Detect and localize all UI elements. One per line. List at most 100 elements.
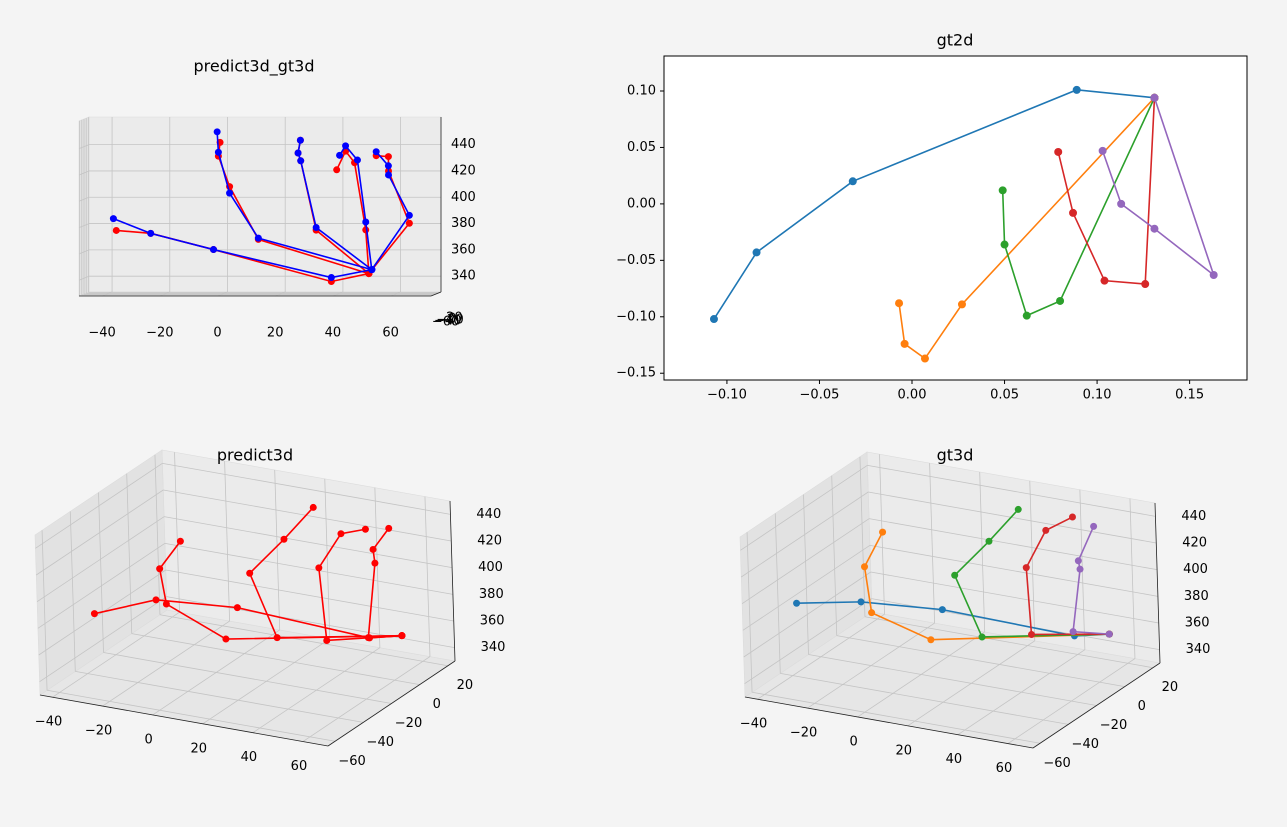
y-tick-label: 0 <box>1138 699 1146 714</box>
z-tick-label: 360 <box>1185 616 1210 631</box>
grid-line <box>859 456 866 617</box>
point <box>384 162 392 170</box>
z-tick-label: 360 <box>451 242 476 257</box>
point <box>176 537 184 545</box>
x-tick-label: −40 <box>35 715 62 730</box>
x-tick-label: 40 <box>946 752 963 767</box>
grid-line <box>78 196 90 202</box>
point <box>998 186 1007 195</box>
grid-line <box>164 542 453 595</box>
z-tick-label: 420 <box>477 534 502 549</box>
point <box>385 171 393 179</box>
x-tick-label: −40 <box>740 717 767 732</box>
grid-line <box>78 144 90 150</box>
point <box>709 315 718 324</box>
grid-line <box>224 461 231 622</box>
grid-line <box>831 475 838 636</box>
x-tick-label: 0 <box>213 326 221 341</box>
grid-line <box>869 518 1158 571</box>
x-tick-label: 20 <box>191 741 208 756</box>
x-tick-label: 0.15 <box>1175 388 1204 403</box>
y-tick-label: −0.15 <box>616 366 656 381</box>
x-tick-label: −20 <box>146 326 173 341</box>
point <box>405 219 413 227</box>
axis-line <box>327 660 456 747</box>
point <box>1098 146 1107 155</box>
y-tick-label: −60 <box>432 314 459 329</box>
y-tick-label: −20 <box>436 313 463 328</box>
point <box>1150 93 1159 102</box>
grid-line <box>159 614 449 667</box>
grid-line <box>744 598 872 684</box>
point <box>372 148 380 156</box>
point <box>1022 311 1031 320</box>
point <box>857 598 865 606</box>
grid-line <box>131 633 420 686</box>
point <box>112 226 120 234</box>
point <box>398 632 406 640</box>
grid-line <box>780 672 1069 725</box>
grid-line <box>1129 498 1136 659</box>
x-tick-label: −20 <box>790 726 817 741</box>
grid-line <box>868 491 1157 544</box>
point <box>1042 526 1050 534</box>
point <box>90 610 98 618</box>
x-tick-label: −0.10 <box>707 388 747 403</box>
chart-title: predict3d_gt3d <box>194 57 315 77</box>
grid-line <box>836 635 1125 688</box>
grid-line <box>78 275 90 281</box>
point <box>1105 630 1113 638</box>
y-tick-label: −20 <box>1100 718 1127 733</box>
z-tick-label: 440 <box>1181 509 1206 524</box>
grid-line <box>154 454 161 615</box>
point <box>752 248 761 257</box>
grid-line <box>741 518 870 604</box>
grid-line <box>163 489 452 542</box>
y-tick-label: 0 <box>448 312 456 327</box>
point <box>210 246 218 254</box>
axis-line <box>39 694 329 747</box>
y-tick-label: −60 <box>338 754 365 769</box>
grid-line <box>78 223 90 228</box>
x-tick-label: −40 <box>88 326 115 341</box>
grid-line <box>41 530 48 691</box>
point <box>315 564 323 572</box>
point <box>312 224 320 232</box>
point <box>938 606 946 614</box>
grid-line <box>803 494 809 655</box>
point <box>222 635 230 643</box>
grid-line <box>165 569 454 622</box>
point <box>985 537 993 545</box>
point <box>296 136 304 144</box>
axis-line <box>430 291 442 297</box>
grid-line <box>164 516 453 569</box>
axis-line <box>744 696 1034 749</box>
grid-line <box>75 670 364 723</box>
back-pane <box>88 116 442 293</box>
point <box>214 148 222 156</box>
point <box>895 299 904 308</box>
point <box>927 636 935 644</box>
point <box>353 156 361 164</box>
z-tick-label: 440 <box>476 507 501 522</box>
grid-line <box>162 462 451 515</box>
grid-line <box>751 691 1041 744</box>
grid-line <box>36 489 164 576</box>
point <box>1117 199 1126 208</box>
grid-line <box>979 471 986 632</box>
point <box>1072 85 1081 94</box>
grid-line <box>174 452 180 613</box>
z-tick-label: 400 <box>451 190 476 205</box>
z-tick-label: 420 <box>1182 536 1207 551</box>
grid-line <box>126 473 133 634</box>
grid-line <box>740 465 868 551</box>
point <box>1014 505 1022 513</box>
point <box>327 274 335 282</box>
grid-line <box>864 616 1154 669</box>
axis-line <box>449 500 456 662</box>
grid-line <box>929 463 936 624</box>
grid-line <box>69 511 76 672</box>
x-tick-label: 0 <box>850 734 858 749</box>
y-tick-label: 20 <box>1162 680 1179 695</box>
